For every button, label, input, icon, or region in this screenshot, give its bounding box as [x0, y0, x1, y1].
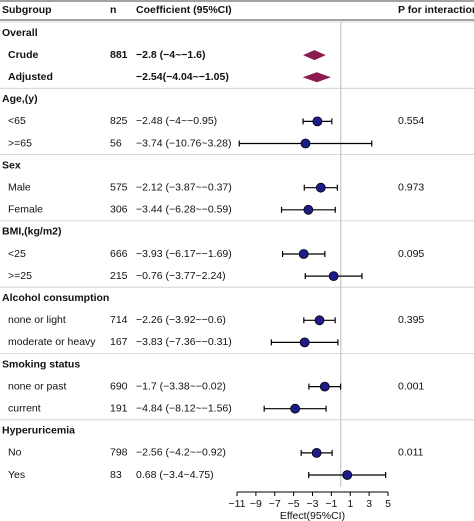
- x-tick-label: −11: [228, 498, 245, 510]
- point-estimate: [342, 470, 353, 480]
- x-axis-label: Effect(95%CI): [280, 510, 345, 521]
- row-label: none or light: [8, 314, 66, 326]
- row-p: 0.001: [398, 380, 424, 392]
- point-estimate: [311, 447, 322, 458]
- x-tick-label: −5: [288, 498, 300, 510]
- row-label: none or past: [8, 380, 66, 392]
- row-ci: −4.84 (−8.12~−1.56): [136, 402, 232, 414]
- row-n: 83: [110, 469, 122, 481]
- row-label: Yes: [8, 469, 25, 481]
- point-estimate: [312, 116, 323, 127]
- row-label: No: [8, 447, 22, 459]
- group-label: BMI,(kg/m2): [2, 226, 62, 238]
- row-ci: −2.54(−4.04~−1.05): [136, 71, 229, 83]
- row-n: 714: [110, 314, 128, 326]
- point-estimate: [319, 381, 330, 392]
- column-header: Subgroup: [2, 4, 52, 16]
- column-header: n: [110, 4, 116, 16]
- row-ci: −0.76 (−3.77~2.24): [136, 270, 226, 282]
- x-tick-label: −7: [269, 498, 281, 510]
- row-ci: 0.68 (−3.4~4.75): [136, 469, 214, 481]
- row-ci: −3.93 (−6.17~−1.69): [136, 248, 232, 260]
- row-p: 0.395: [398, 314, 424, 326]
- group-label: Sex: [2, 159, 21, 171]
- row-label: >=25: [8, 270, 32, 282]
- row-label: current: [8, 402, 41, 414]
- row-p: 0.011: [398, 447, 424, 459]
- row-n: 666: [110, 248, 128, 260]
- x-tick-label: 5: [385, 498, 391, 510]
- row-ci: −1.7 (−3.38~−0.02): [136, 380, 226, 392]
- point-estimate: [300, 138, 311, 149]
- x-tick-label: −1: [325, 498, 337, 510]
- group-label: Hyperuricemia: [2, 425, 75, 437]
- point-estimate: [299, 337, 310, 348]
- group-label: Overall: [2, 27, 38, 39]
- diamond: [303, 50, 326, 61]
- row-label: Adjusted: [8, 71, 53, 83]
- row-n: 798: [110, 447, 128, 459]
- row-label: moderate or heavy: [8, 336, 96, 348]
- row-p: 0.973: [398, 181, 424, 193]
- x-tick-label: 1: [347, 498, 353, 510]
- row-n: 56: [110, 137, 122, 149]
- row-ci: −2.8 (−4~−1.6): [136, 49, 205, 61]
- x-tick-label: −9: [250, 498, 262, 510]
- row-n: 575: [110, 181, 128, 193]
- row-p: 0.095: [398, 248, 424, 260]
- point-estimate: [314, 315, 325, 326]
- x-tick-label: −3: [307, 498, 319, 510]
- x-tick-label: 3: [366, 498, 372, 510]
- row-label: Male: [8, 181, 31, 193]
- row-ci: −2.48 (−4~−0.95): [136, 115, 217, 127]
- row-label: >=65: [8, 137, 32, 149]
- column-header: Coefficient (95%CI): [136, 4, 232, 16]
- row-label: Female: [8, 204, 43, 216]
- column-header: P for interaction: [398, 4, 474, 16]
- point-estimate: [290, 403, 301, 414]
- diamond: [302, 72, 331, 83]
- row-n: 306: [110, 204, 128, 216]
- row-n: 825: [110, 115, 128, 127]
- row-label: <65: [8, 115, 26, 127]
- row-n: 881: [110, 49, 128, 61]
- row-ci: −3.44 (−6.28~−0.59): [136, 204, 232, 216]
- row-label: Crude: [8, 49, 38, 61]
- row-n: 191: [110, 402, 128, 414]
- row-n: 167: [110, 336, 128, 348]
- point-estimate: [315, 182, 326, 193]
- point-estimate: [303, 204, 314, 215]
- row-ci: −3.83 (−7.36~−0.31): [136, 336, 232, 348]
- row-ci: −2.12 (−3.87~−0.37): [136, 181, 232, 193]
- group-label: Alcohol consumption: [2, 292, 109, 304]
- row-n: 690: [110, 380, 128, 392]
- row-label: <25: [8, 248, 26, 260]
- row-ci: −3.74 (−10.76~3.28): [136, 137, 231, 149]
- group-label: Smoking status: [2, 358, 80, 370]
- row-ci: −2.26 (−3.92~−0.6): [136, 314, 226, 326]
- row-p: 0.554: [398, 115, 424, 127]
- row-ci: −2.56 (−4.2~−0.92): [136, 447, 226, 459]
- row-n: 215: [110, 270, 128, 282]
- point-estimate: [298, 249, 309, 259]
- point-estimate: [328, 271, 339, 282]
- group-label: Age,(y): [2, 93, 38, 105]
